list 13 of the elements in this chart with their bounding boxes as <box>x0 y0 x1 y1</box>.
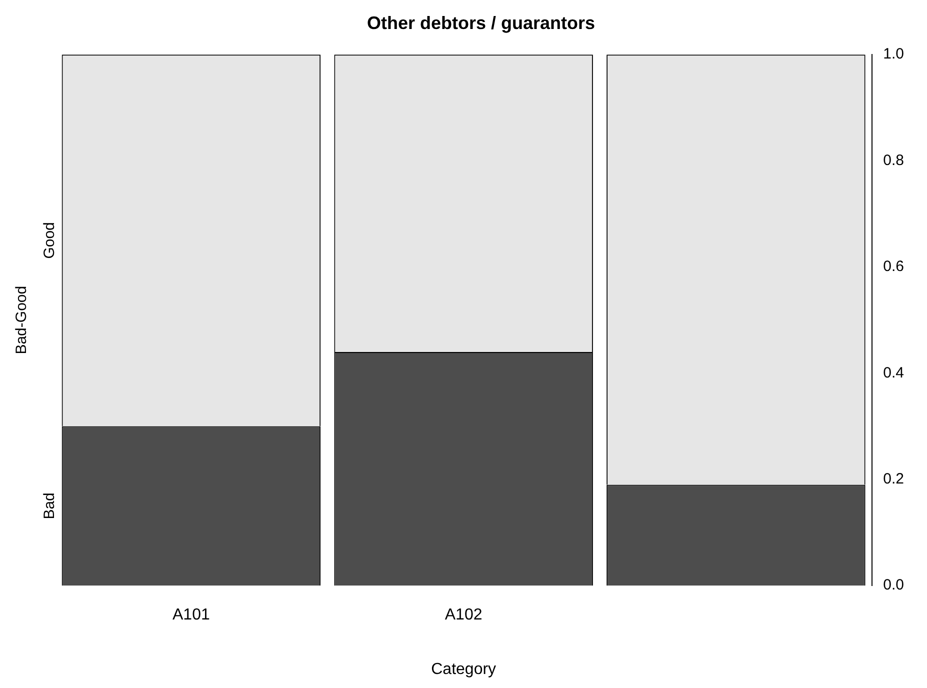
y-tick-label: 0.2 <box>883 470 904 488</box>
y-tick-label: 0.8 <box>883 152 904 169</box>
y-tick-label: 0.6 <box>883 258 904 276</box>
y-tick-label: 0.0 <box>883 576 904 594</box>
text: Good <box>40 222 58 259</box>
x-axis-title: Category <box>431 660 496 678</box>
y-tick-label: 1.0 <box>883 46 904 63</box>
y-tick-label: 0.4 <box>883 364 904 382</box>
y-axis-title: Bad-Good <box>13 286 30 354</box>
text: Bad <box>40 492 58 520</box>
chart-title: Other debtors / guarantors <box>366 12 596 33</box>
x-tick-label: A101 <box>172 606 210 624</box>
x-tick-label: A102 <box>444 606 482 624</box>
